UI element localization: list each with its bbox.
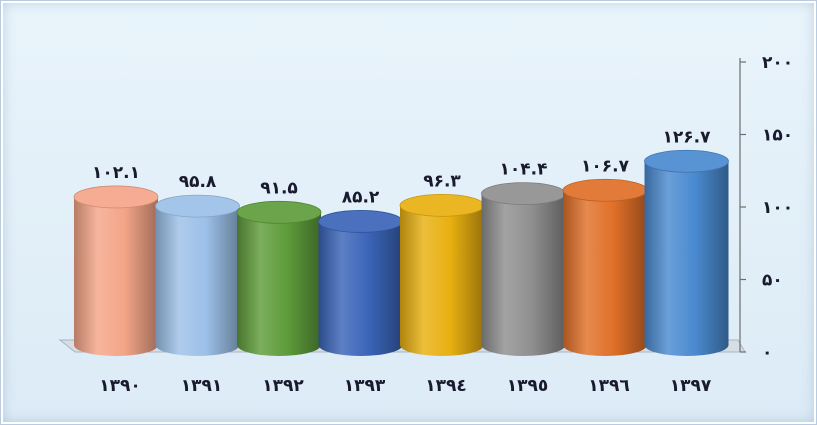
category-label: ۱۳۹٦ xyxy=(588,376,630,396)
category-label: ۱۳۹۰ xyxy=(99,376,141,396)
y-tick-label: ۱۰۰ xyxy=(762,198,793,218)
category-label: ۱۳۹۳ xyxy=(344,376,386,396)
y-tick-label: ۲۰۰ xyxy=(762,53,793,73)
bar-7 xyxy=(562,178,648,356)
value-label: ۹۱.۵ xyxy=(260,178,298,198)
value-label: ۹۵.۸ xyxy=(179,172,217,192)
bar-3 xyxy=(236,200,322,356)
bar-6 xyxy=(481,182,566,357)
category-label: ۱۳۹۷ xyxy=(670,376,712,396)
y-tick-label: ۰ xyxy=(762,343,772,363)
value-label: ۱۲۶.۷ xyxy=(663,127,712,147)
y-tick-label: ۵۰ xyxy=(762,271,783,291)
bar-1 xyxy=(73,185,159,356)
category-label: ۱۳۹٤ xyxy=(425,376,467,396)
value-label: ۱۰۲.۱ xyxy=(92,163,140,183)
category-label: ۱۳۹۱ xyxy=(181,376,223,396)
bar-8 xyxy=(644,149,729,356)
category-label: ۱۳۹٥ xyxy=(507,376,549,396)
y-tick-label: ۱۵۰ xyxy=(762,126,793,146)
bar-4 xyxy=(318,210,403,357)
category-label: ۱۳۹۲ xyxy=(262,376,304,396)
value-label: ۱۰۶.۷ xyxy=(581,156,630,176)
bar-5 xyxy=(399,193,485,356)
value-label: ۱۰۴.۴ xyxy=(500,160,548,180)
bar-2 xyxy=(155,194,240,357)
value-label: ۸۵.۲ xyxy=(342,187,380,207)
value-label: ۹۶.۳ xyxy=(423,171,461,191)
